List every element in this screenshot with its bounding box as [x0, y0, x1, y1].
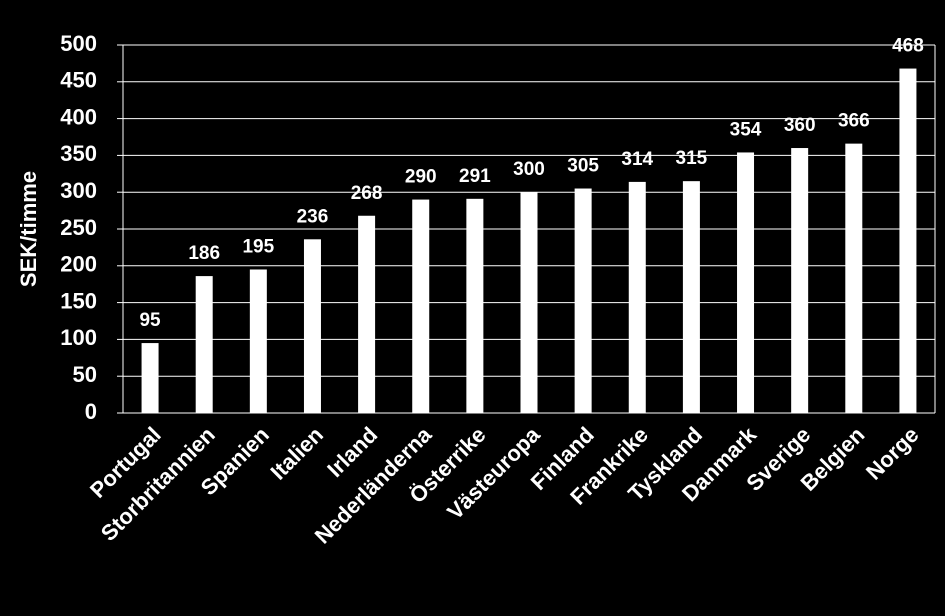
- y-tick-label: 100: [60, 325, 97, 350]
- bar: [845, 143, 863, 413]
- y-tick-label: 450: [60, 68, 97, 93]
- data-label: 236: [297, 206, 329, 227]
- data-label: 468: [892, 36, 924, 57]
- data-label: 268: [351, 183, 383, 204]
- data-label: 290: [405, 167, 437, 188]
- data-label: 300: [513, 159, 545, 180]
- data-label: 366: [838, 111, 870, 132]
- data-label: 95: [139, 310, 161, 331]
- bar: [358, 215, 376, 413]
- bar: [412, 199, 430, 413]
- data-label: 314: [621, 149, 653, 170]
- data-label: 291: [459, 166, 491, 187]
- y-tick-label: 200: [60, 252, 97, 277]
- data-label: 305: [567, 156, 599, 177]
- y-tick-label: 150: [60, 288, 97, 313]
- y-tick-label: 250: [60, 215, 97, 240]
- bar: [737, 152, 755, 413]
- bar: [682, 181, 700, 413]
- bar: [195, 276, 213, 413]
- data-label: 354: [730, 119, 762, 140]
- bar: [141, 343, 159, 413]
- y-tick-label: 500: [60, 31, 97, 56]
- bar: [791, 148, 809, 414]
- bar: [303, 239, 321, 413]
- bar: [466, 198, 484, 413]
- data-label: 360: [784, 115, 816, 136]
- y-tick-label: 50: [73, 362, 97, 387]
- bar: [520, 192, 538, 413]
- data-label: 186: [188, 243, 220, 264]
- y-tick-label: 0: [85, 399, 97, 424]
- bar: [899, 68, 917, 413]
- y-tick-label: 350: [60, 141, 97, 166]
- y-tick-label: 400: [60, 104, 97, 129]
- y-axis-label: SEK/timme: [16, 171, 41, 287]
- bar: [628, 181, 646, 413]
- data-label: 195: [242, 236, 274, 257]
- bar: [574, 188, 592, 413]
- bar: [249, 269, 267, 413]
- data-label: 315: [676, 148, 708, 169]
- y-tick-label: 300: [60, 178, 97, 203]
